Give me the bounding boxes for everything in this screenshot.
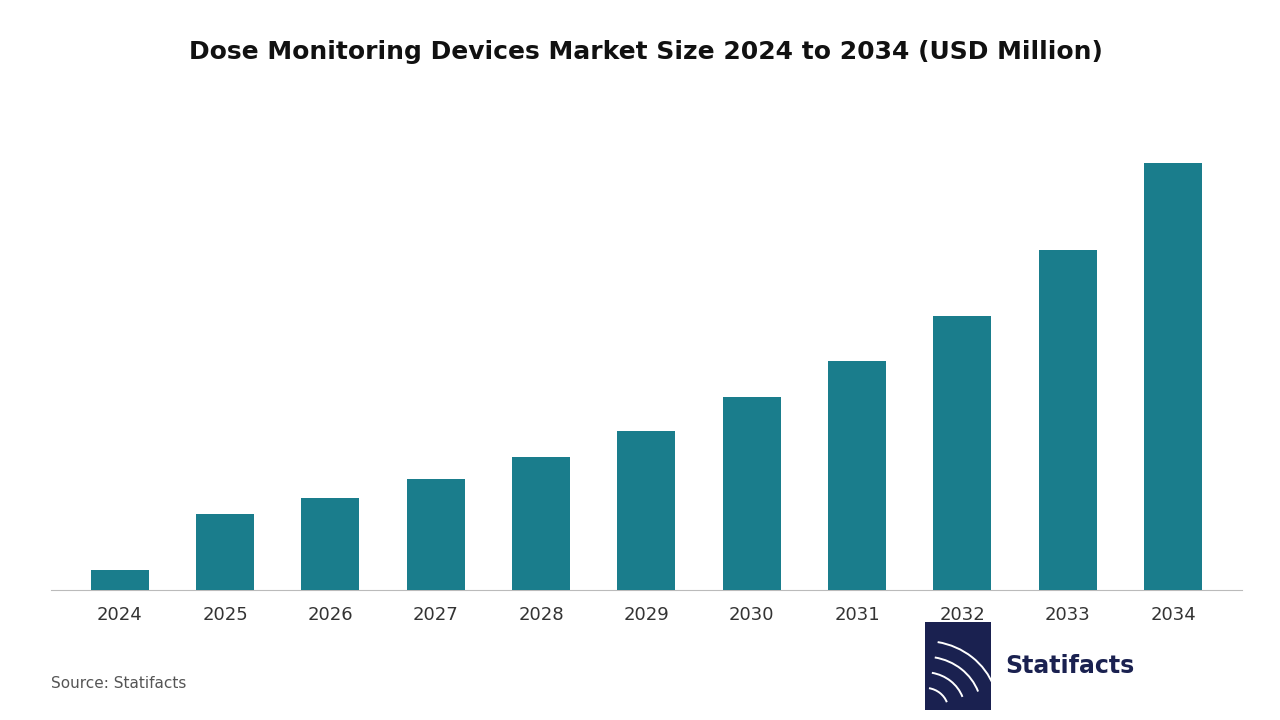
Title: Dose Monitoring Devices Market Size 2024 to 2034 (USD Million): Dose Monitoring Devices Market Size 2024…: [189, 40, 1103, 63]
FancyBboxPatch shape: [925, 622, 992, 710]
Bar: [723, 397, 781, 590]
Bar: [301, 498, 360, 590]
Bar: [91, 570, 148, 590]
Bar: [828, 361, 886, 590]
Bar: [933, 316, 992, 590]
Text: Source: Statifacts: Source: Statifacts: [51, 676, 187, 691]
Text: Statifacts: Statifacts: [1005, 654, 1134, 678]
Bar: [512, 456, 570, 590]
Bar: [1144, 163, 1202, 590]
Bar: [1039, 251, 1097, 590]
Bar: [407, 479, 465, 590]
Bar: [617, 431, 676, 590]
Bar: [196, 514, 253, 590]
